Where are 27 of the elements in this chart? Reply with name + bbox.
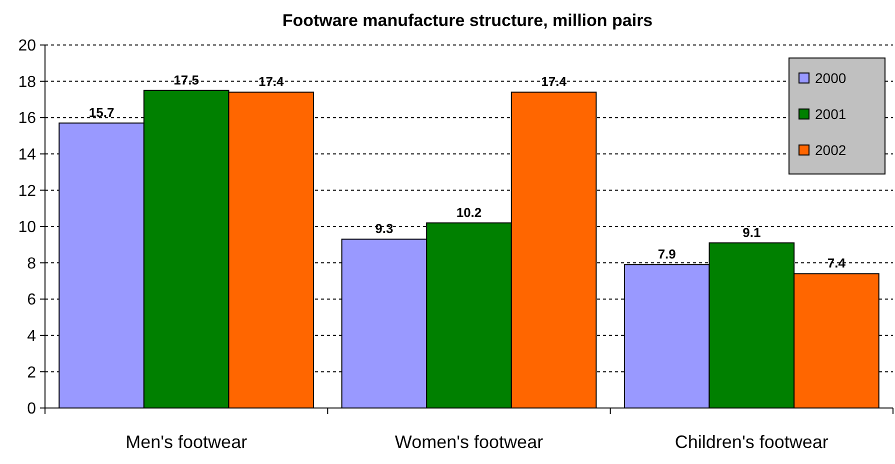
x-tick-label: Men's footwear <box>126 432 248 452</box>
data-label: 7.4 <box>827 256 846 271</box>
y-tick-label: 8 <box>27 255 36 272</box>
y-tick-label: 12 <box>18 182 36 200</box>
data-label: 9.3 <box>375 221 394 236</box>
y-tick-label: 20 <box>18 38 36 55</box>
data-label: 17.5 <box>174 72 199 88</box>
y-tick-label: 10 <box>18 219 36 236</box>
y-tick-label: 2 <box>27 364 36 382</box>
y-tick-label: 6 <box>27 292 36 309</box>
data-label: 17.4 <box>541 74 568 90</box>
legend-label: 2002 <box>815 142 846 158</box>
y-tick-label: 14 <box>18 146 36 164</box>
data-label: 9.1 <box>742 224 761 240</box>
data-label: 7.9 <box>658 246 676 262</box>
x-tick-label: Women's footwear <box>394 432 544 452</box>
y-tick-label: 18 <box>18 74 36 91</box>
x-tick-label: Children's footwear <box>674 432 828 452</box>
data-label: 17.4 <box>258 74 285 90</box>
y-tick-label: 0 <box>27 400 36 418</box>
legend-label: 2001 <box>815 106 846 122</box>
chart-title: Footware manufacture structure, million pairs <box>282 11 653 30</box>
legend-label: 2000 <box>815 70 846 86</box>
data-label: 15.7 <box>88 105 114 120</box>
y-tick-label: 16 <box>18 110 36 128</box>
data-label: 10.2 <box>456 204 482 220</box>
y-tick-label: 4 <box>27 328 36 345</box>
